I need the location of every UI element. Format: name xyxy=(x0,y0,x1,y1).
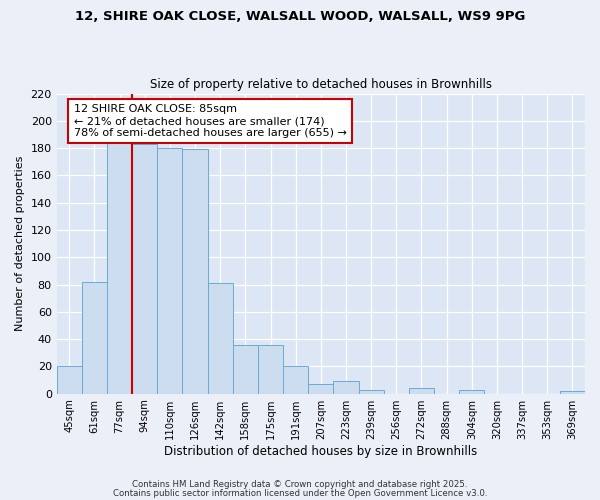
Bar xyxy=(409,388,434,394)
Bar xyxy=(334,382,359,394)
Text: Contains HM Land Registry data © Crown copyright and database right 2025.: Contains HM Land Registry data © Crown c… xyxy=(132,480,468,489)
X-axis label: Distribution of detached houses by size in Brownhills: Distribution of detached houses by size … xyxy=(164,444,478,458)
Bar xyxy=(157,148,182,394)
Bar xyxy=(560,391,585,394)
Text: 12 SHIRE OAK CLOSE: 85sqm
← 21% of detached houses are smaller (174)
78% of semi: 12 SHIRE OAK CLOSE: 85sqm ← 21% of detac… xyxy=(74,104,347,138)
Bar xyxy=(56,366,82,394)
Bar xyxy=(132,144,157,394)
Bar xyxy=(258,344,283,394)
Y-axis label: Number of detached properties: Number of detached properties xyxy=(15,156,25,332)
Bar xyxy=(233,344,258,394)
Text: 12, SHIRE OAK CLOSE, WALSALL WOOD, WALSALL, WS9 9PG: 12, SHIRE OAK CLOSE, WALSALL WOOD, WALSA… xyxy=(75,10,525,23)
Bar xyxy=(359,390,384,394)
Bar xyxy=(182,150,208,394)
Title: Size of property relative to detached houses in Brownhills: Size of property relative to detached ho… xyxy=(150,78,492,91)
Bar xyxy=(283,366,308,394)
Bar xyxy=(308,384,334,394)
Bar xyxy=(107,142,132,394)
Bar xyxy=(208,283,233,394)
Bar xyxy=(82,282,107,394)
Text: Contains public sector information licensed under the Open Government Licence v3: Contains public sector information licen… xyxy=(113,488,487,498)
Bar xyxy=(459,390,484,394)
